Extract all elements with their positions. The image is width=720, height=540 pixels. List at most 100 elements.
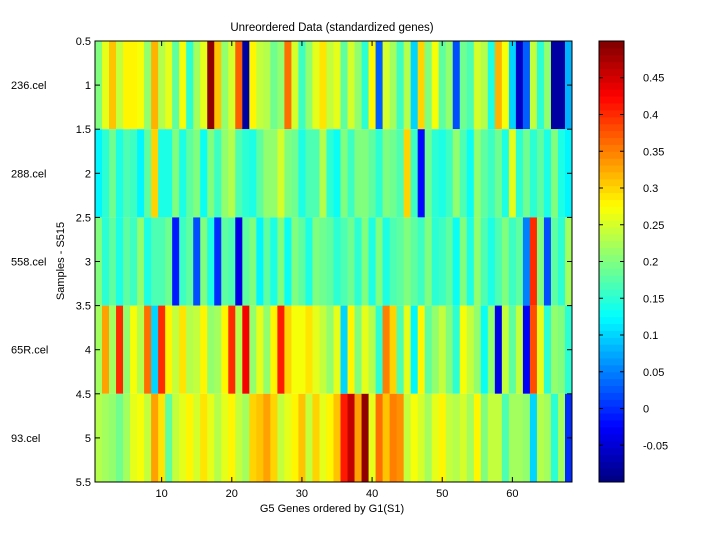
colorbar-segment <box>599 54 624 63</box>
heatmap-cell <box>382 217 391 306</box>
heatmap-cell <box>186 129 194 218</box>
colorbar-segment <box>599 295 624 304</box>
heatmap-cell <box>221 393 229 482</box>
heatmap-cell <box>228 129 236 218</box>
heatmap-cell <box>270 129 278 218</box>
heatmap-cell <box>207 217 215 306</box>
colorbar-segment <box>599 468 624 476</box>
heatmap-cell <box>438 41 447 130</box>
heatmap-cell <box>508 393 517 482</box>
heatmap-cell <box>123 217 131 306</box>
colorbar-segment <box>599 123 624 132</box>
heatmap-cell <box>354 217 362 306</box>
heatmap-cell <box>522 305 531 394</box>
colorbar-segment <box>599 144 624 152</box>
colorbar-segment <box>599 206 624 214</box>
heatmap-cell <box>389 217 398 306</box>
heatmap-cell <box>473 129 482 218</box>
heatmap-cell <box>193 393 201 482</box>
y-tick-label: 4 <box>85 345 91 357</box>
heatmap-cell <box>249 393 257 482</box>
heatmap-cell <box>361 217 369 306</box>
heatmap-cell <box>130 217 138 306</box>
heatmap-cell <box>550 41 559 130</box>
heatmap-cell <box>459 41 468 130</box>
heatmap-cell <box>340 41 348 130</box>
heatmap-cell <box>256 393 264 482</box>
heatmap-cell <box>431 217 440 306</box>
heatmap-cell <box>193 129 201 218</box>
heatmap-cell <box>452 305 461 394</box>
heatmap-cell <box>123 305 131 394</box>
heatmap-cell <box>137 393 145 482</box>
heatmap-cell <box>207 393 215 482</box>
row-label: 558.cel <box>11 257 46 269</box>
heatmap-cell <box>382 129 391 218</box>
y-tick-label: 5.5 <box>76 477 91 489</box>
colorbar-tick-label: 0.3 <box>643 183 658 195</box>
heatmap-cell <box>172 305 180 394</box>
x-tick-label: 30 <box>296 488 308 500</box>
colorbar-segment <box>599 151 624 159</box>
heatmap-cell <box>326 41 334 130</box>
heatmap-cell <box>284 41 292 130</box>
heatmap-cell <box>452 129 461 218</box>
heatmap-cell <box>305 41 313 130</box>
heatmap-cell <box>186 217 194 306</box>
heatmap-cell <box>410 217 419 306</box>
heatmap-cell <box>298 217 306 306</box>
heatmap-cell <box>501 41 510 130</box>
colorbar-segment <box>599 385 624 393</box>
heatmap-cell <box>305 305 313 394</box>
heatmap-cell <box>459 129 468 218</box>
heatmap-cell <box>480 305 489 394</box>
colorbar-segment <box>599 165 624 173</box>
heatmap-cell <box>130 129 138 218</box>
heatmap-cell <box>291 305 299 394</box>
heatmap-cells <box>95 41 573 482</box>
heatmap-cell <box>347 41 355 130</box>
heatmap-cell <box>249 129 257 218</box>
row-label: 236.cel <box>11 80 46 92</box>
heatmap-cell <box>130 305 138 394</box>
heatmap-cell <box>277 217 285 306</box>
heatmap-cell <box>354 305 362 394</box>
heatmap-cell <box>263 305 271 394</box>
heatmap-cell <box>354 41 362 130</box>
heatmap-cell <box>494 217 503 306</box>
heatmap-cell <box>368 217 376 306</box>
heatmap-cell <box>473 217 482 306</box>
colorbar <box>599 41 624 483</box>
heatmap-cell <box>515 393 524 482</box>
heatmap-cell <box>382 305 391 394</box>
heatmap-cell <box>368 129 376 218</box>
heatmap-cell <box>130 41 138 130</box>
heatmap-cell <box>242 305 250 394</box>
heatmap-cell <box>312 41 320 130</box>
heatmap-cell <box>459 217 468 306</box>
heatmap-cell <box>368 393 376 482</box>
x-axis-ticks: 10 20 30 40 50 60 <box>156 41 519 500</box>
colorbar-segment <box>599 61 624 70</box>
heatmap-cell <box>480 129 489 218</box>
colorbar-segment <box>599 199 624 207</box>
colorbar-tick-label: 0.1 <box>643 330 658 342</box>
heatmap-cell <box>550 393 559 482</box>
heatmap-cell <box>494 41 503 130</box>
colorbar-segment <box>599 371 624 380</box>
heatmap-cell <box>452 41 461 130</box>
heatmap-cell <box>109 393 117 482</box>
heatmap-cell <box>494 305 503 394</box>
heatmap-cell <box>368 41 376 130</box>
heatmap-cell <box>466 305 475 394</box>
colorbar-segment <box>599 178 624 187</box>
heatmap-cell <box>396 41 405 130</box>
heatmap-cell <box>102 393 110 482</box>
heatmap-cell <box>179 129 187 218</box>
heatmap-cell <box>347 129 355 218</box>
heatmap-cell <box>172 129 180 218</box>
heatmap-cell <box>403 305 412 394</box>
heatmap-cell <box>389 305 398 394</box>
colorbar-segment <box>599 116 624 125</box>
heatmap-cell <box>459 393 468 482</box>
